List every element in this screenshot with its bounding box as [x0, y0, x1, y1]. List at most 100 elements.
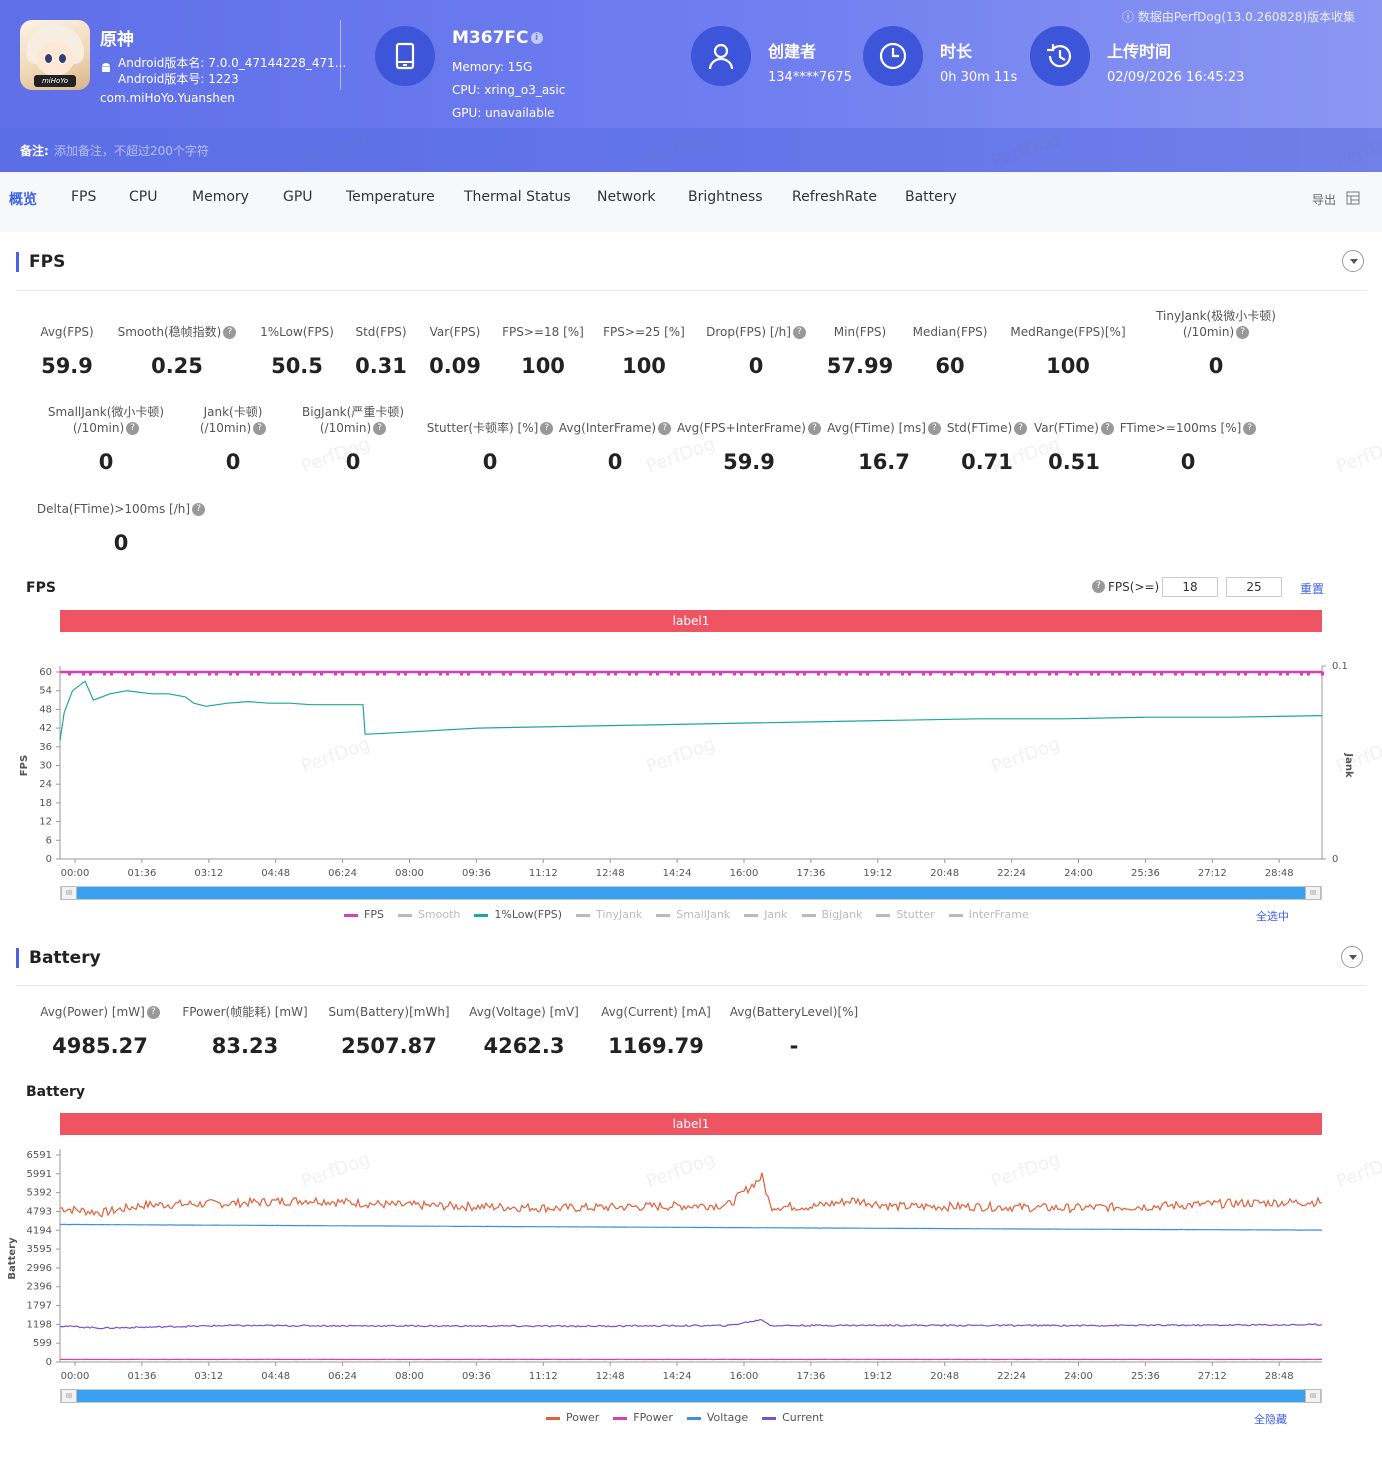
help-icon[interactable]: ?: [658, 422, 672, 435]
tab-cpu[interactable]: CPU: [129, 189, 158, 205]
user-icon: [691, 26, 751, 86]
fps-frame-mark: [817, 671, 820, 676]
fps-frame-mark: [929, 671, 932, 676]
fps-frame-mark: [208, 671, 211, 676]
fps-collapse-button[interactable]: [1342, 250, 1364, 272]
tab-temperature[interactable]: Temperature: [346, 189, 435, 205]
legend-item[interactable]: FPower: [613, 1411, 673, 1424]
metric: Delta(FTime)>100ms [/h]? 0: [31, 501, 211, 555]
fps-frame-mark: [712, 671, 715, 676]
fps-select-all-button[interactable]: 全选中: [1256, 910, 1289, 923]
tab-refreshrate[interactable]: RefreshRate: [792, 189, 877, 205]
tab-fps[interactable]: FPS: [71, 189, 97, 205]
duration-value: 0h 30m 11s: [940, 70, 1018, 85]
fps-frame-mark: [845, 671, 848, 676]
fps-threshold-input-1[interactable]: 18: [1162, 577, 1218, 597]
help-icon[interactable]: ?: [927, 422, 941, 435]
export-icon[interactable]: [1346, 191, 1360, 205]
legend-swatch-icon: [344, 913, 358, 917]
fps-threshold-help-icon[interactable]: ?: [1092, 580, 1105, 593]
metric-value: 0: [748, 354, 764, 378]
tab-overview[interactable]: 概览: [9, 192, 37, 208]
fps-frame-mark: [985, 671, 988, 676]
android-icon: [102, 63, 110, 72]
tab-brightness[interactable]: Brightness: [688, 189, 763, 205]
legend-item[interactable]: FPS: [344, 908, 384, 921]
tab-memory[interactable]: Memory: [192, 189, 249, 205]
metric-label-unit: (/10min): [199, 421, 252, 435]
legend-item[interactable]: BigJank: [801, 908, 862, 921]
fps-chart-scrollbar[interactable]: III III: [60, 886, 1322, 900]
legend-item[interactable]: TinyJank: [576, 908, 642, 921]
fps-frame-mark: [586, 671, 589, 676]
battery-chart-scrollbar[interactable]: III III: [60, 1389, 1322, 1403]
note-input[interactable]: 添加备注，不超过200个字符: [54, 144, 209, 158]
metric: Jank(卡顿) (/10min)? 0: [143, 404, 323, 474]
legend-item[interactable]: Stutter: [876, 908, 935, 921]
battery-scroll-handle-left[interactable]: III: [61, 1389, 77, 1403]
metric: Stutter(卡顿率) [%]? 0: [400, 420, 580, 474]
fps-scroll-handle-right[interactable]: III: [1305, 886, 1321, 900]
battery-collapse-button[interactable]: [1341, 946, 1363, 968]
legend-label: Smooth: [417, 908, 461, 921]
help-icon[interactable]: ?: [146, 1006, 160, 1019]
fps-frame-mark: [782, 671, 785, 676]
help-icon[interactable]: ?: [540, 422, 554, 435]
tab-thermal-status[interactable]: Thermal Status: [464, 189, 571, 205]
help-icon[interactable]: ?: [1236, 326, 1250, 339]
help-icon[interactable]: ?: [1101, 422, 1114, 435]
y-tick-label: 36: [39, 742, 52, 753]
legend-label: FPower: [633, 1411, 673, 1424]
fps-frame-mark: [404, 671, 407, 676]
legend-swatch-icon: [613, 1416, 628, 1420]
metric: Avg(InterFrame)? 0: [525, 420, 705, 474]
legend-item[interactable]: Current: [762, 1411, 823, 1424]
fps-scroll-handle-left[interactable]: III: [61, 886, 77, 900]
help-icon[interactable]: ?: [373, 422, 387, 435]
help-icon[interactable]: ?: [126, 422, 140, 435]
legend-item[interactable]: Voltage: [686, 1411, 749, 1424]
fps-threshold-input-2[interactable]: 25: [1226, 577, 1282, 597]
help-icon[interactable]: ?: [223, 326, 237, 339]
battery-scroll-handle-right[interactable]: III: [1305, 1389, 1321, 1403]
fps-frame-mark: [145, 671, 148, 676]
fps-reset-button[interactable]: 重置: [1300, 582, 1325, 596]
fps-frame-mark: [649, 671, 652, 676]
fps-frame-mark: [1223, 671, 1226, 676]
tab-gpu[interactable]: GPU: [283, 189, 313, 205]
tab-battery[interactable]: Battery: [905, 189, 957, 205]
fps-threshold-label: FPS(>=): [1108, 580, 1160, 594]
x-tick-label: 06:24: [328, 1371, 357, 1382]
legend-item[interactable]: Power: [546, 1411, 599, 1424]
metric: Avg(FPS+InterFrame)? 59.9: [659, 420, 839, 474]
metric-value: 0.25: [151, 354, 203, 378]
device-info-icon[interactable]: i: [530, 32, 543, 44]
legend-item[interactable]: InterFrame: [948, 908, 1029, 921]
metric: MedRange(FPS)[%] 100: [978, 324, 1158, 378]
help-icon[interactable]: ?: [1243, 422, 1257, 435]
legend-swatch-icon: [948, 913, 963, 917]
help-icon[interactable]: ?: [792, 326, 806, 339]
fps-frame-mark: [1027, 671, 1030, 676]
metric-label: FPS>=25 [%]: [603, 325, 685, 339]
export-button[interactable]: 导出: [1312, 193, 1337, 207]
fps-frame-mark: [565, 671, 568, 676]
help-icon[interactable]: ?: [1014, 422, 1028, 435]
metric-value: 100: [521, 354, 565, 378]
fps-frame-mark: [803, 671, 806, 676]
battery-hide-all-button[interactable]: 全隐藏: [1254, 1413, 1287, 1426]
legend-item[interactable]: Jank: [744, 908, 788, 921]
fps-frame-mark: [481, 671, 484, 676]
legend-label: Voltage: [706, 1411, 749, 1424]
legend-item[interactable]: 1%Low(FPS): [474, 908, 562, 921]
legend-label: Current: [782, 1411, 824, 1424]
metric-label: Avg(FPS+InterFrame): [677, 421, 806, 435]
legend-item[interactable]: Smooth: [397, 908, 461, 921]
fps-frame-mark: [418, 671, 421, 676]
help-icon[interactable]: ?: [253, 422, 267, 435]
help-icon[interactable]: ?: [807, 422, 821, 435]
legend-item[interactable]: SmallJank: [656, 908, 730, 921]
help-icon[interactable]: ?: [192, 503, 206, 516]
battery-section-title: Battery: [16, 948, 101, 968]
tab-network[interactable]: Network: [597, 189, 656, 205]
